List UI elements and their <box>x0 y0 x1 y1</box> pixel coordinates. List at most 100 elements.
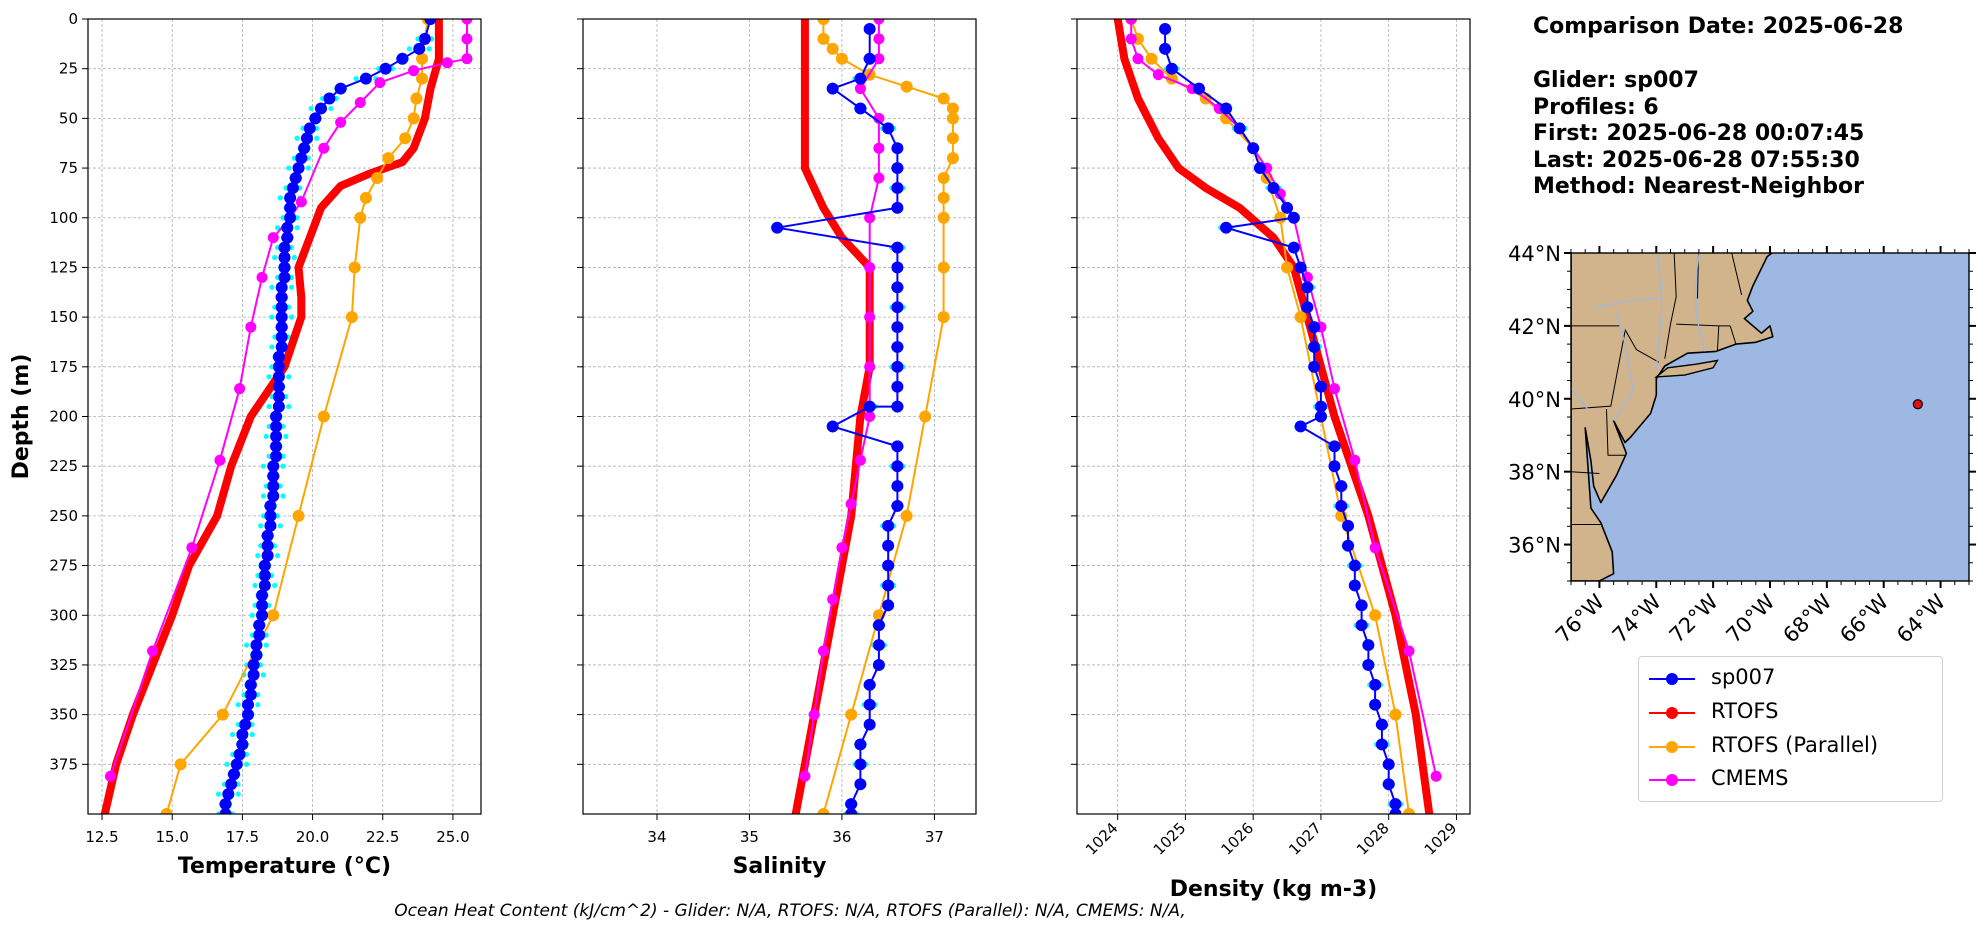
series-point <box>1125 33 1137 45</box>
series-point <box>882 559 895 572</box>
last-time: Last: 2025-06-28 07:55:30 <box>1533 148 1860 173</box>
series-point <box>270 430 283 443</box>
map-lon-label: 66°W <box>1835 589 1893 647</box>
state-border <box>1664 253 1677 359</box>
glider-raw-point <box>263 433 269 439</box>
map-lon-label: 68°W <box>1778 589 1836 647</box>
map-area <box>1571 253 1969 581</box>
comparison-date: Comparison Date: 2025-06-28 <box>1533 14 1904 39</box>
series-point <box>1335 499 1348 512</box>
series-point <box>1314 400 1327 413</box>
series-point <box>1335 480 1348 493</box>
glider-raw-point <box>244 642 250 648</box>
series-point <box>272 390 285 403</box>
x-tick-label: 1027 <box>1285 819 1325 859</box>
series-point <box>264 519 277 532</box>
series-point <box>214 454 226 466</box>
glider-raw-point <box>308 105 314 112</box>
glider-raw-point <box>277 523 283 529</box>
series-point <box>1294 311 1307 324</box>
series-point <box>1253 162 1266 175</box>
glider-name: Glider: sp007 <box>1533 68 1699 93</box>
series-point <box>261 549 274 562</box>
series-point <box>1301 301 1314 314</box>
series-point <box>1308 321 1321 334</box>
series-point <box>937 211 950 224</box>
series-point <box>891 181 904 194</box>
series-point <box>1152 69 1164 81</box>
series-point <box>292 509 305 522</box>
ocean-heat-content-note: Ocean Heat Content (kJ/cm^2) - Glider: N… <box>394 901 1186 921</box>
series-point <box>826 42 839 55</box>
axes-frame <box>87 18 482 815</box>
series-point <box>845 708 858 721</box>
series-point <box>1314 410 1327 423</box>
legend-label: RTOFS (Parallel) <box>1711 733 1879 757</box>
y-tick-label: 325 <box>49 656 78 674</box>
map-lat-label: 38°N <box>1508 461 1561 485</box>
legend-marker <box>1649 673 1695 685</box>
state-border <box>1624 329 1660 363</box>
river <box>1695 253 1706 352</box>
legend-marker <box>1649 741 1695 753</box>
series-point <box>891 400 904 413</box>
series-point <box>891 499 904 512</box>
series-line <box>1164 27 1397 814</box>
series-point <box>281 231 294 244</box>
series-point <box>253 619 266 632</box>
series-point <box>1362 658 1375 671</box>
series-point <box>891 321 904 334</box>
series-point <box>891 460 904 473</box>
series-point <box>854 758 867 771</box>
glider-raw-point <box>269 314 275 320</box>
series-point <box>937 191 950 204</box>
series-point <box>295 152 308 165</box>
series-point <box>374 77 386 89</box>
series-point <box>882 599 895 612</box>
glider-raw-point <box>288 284 295 290</box>
series-point <box>286 181 299 194</box>
series-point <box>1369 609 1382 622</box>
y-tick-label: 125 <box>49 258 78 276</box>
series-point <box>835 52 848 65</box>
series-point <box>275 281 288 294</box>
x-tick-label: 20.0 <box>296 828 329 846</box>
series-point <box>873 172 885 184</box>
series-point <box>298 142 311 155</box>
legend-label: CMEMS <box>1711 766 1789 790</box>
legend-label: RTOFS <box>1711 699 1779 723</box>
y-tick-label: 100 <box>49 209 78 227</box>
series-point <box>1348 559 1361 572</box>
plot-area <box>1113 19 1442 814</box>
glider-raw-point <box>235 791 241 797</box>
y-tick-label: 300 <box>49 606 78 624</box>
series-point <box>281 221 294 234</box>
series-point <box>873 19 885 25</box>
glider-raw-point <box>263 642 269 648</box>
series-point <box>399 132 412 145</box>
series-point <box>278 261 291 274</box>
series-point <box>1145 52 1158 65</box>
map-lat-label: 42°N <box>1508 315 1561 339</box>
series-point <box>891 162 904 175</box>
series-point <box>946 112 959 125</box>
series-point <box>1267 181 1280 194</box>
series-point <box>1301 281 1314 294</box>
y-tick-label: 75 <box>59 159 78 177</box>
series-point <box>295 196 307 208</box>
series-point <box>1308 360 1321 373</box>
series-point <box>284 191 297 204</box>
glider-raw-point <box>286 165 292 171</box>
series-point <box>258 579 271 592</box>
glider-raw-point <box>272 582 278 589</box>
series-point <box>808 709 820 721</box>
map-lon-label: 72°W <box>1665 589 1723 647</box>
series-point <box>233 748 246 761</box>
series-point <box>1281 201 1294 214</box>
series-point <box>244 688 257 701</box>
y-tick-label: 50 <box>59 109 78 127</box>
glider-raw-point <box>252 582 258 589</box>
series-point <box>854 83 866 95</box>
series-point <box>227 768 240 781</box>
series-point <box>1355 599 1368 612</box>
